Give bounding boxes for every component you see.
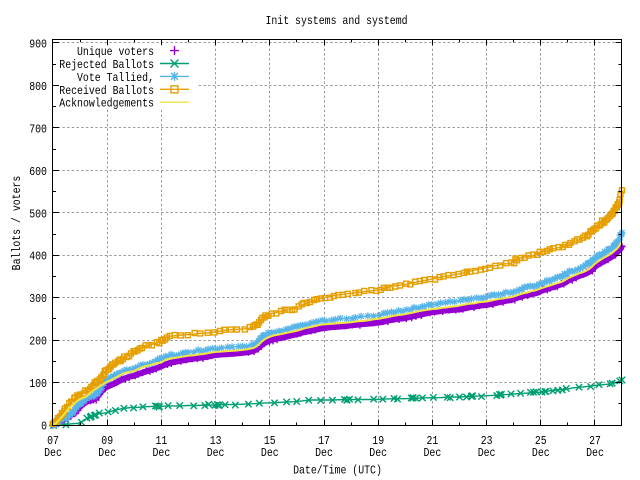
- svg-text:Ballots / voters: Ballots / voters: [10, 176, 24, 271]
- svg-text:Dec: Dec: [478, 446, 496, 460]
- svg-text:15: 15: [264, 434, 276, 448]
- svg-text:400: 400: [29, 250, 47, 264]
- svg-text:600: 600: [29, 165, 47, 179]
- svg-text:Dec: Dec: [153, 446, 171, 460]
- svg-text:100: 100: [29, 377, 47, 391]
- svg-text:13: 13: [210, 434, 222, 448]
- svg-text:Dec: Dec: [424, 446, 442, 460]
- svg-text:Init systems and systemd: Init systems and systemd: [265, 14, 407, 28]
- svg-text:17: 17: [318, 434, 330, 448]
- svg-text:Vote Tallied,: Vote Tallied,: [77, 71, 154, 85]
- svg-text:19: 19: [372, 434, 384, 448]
- svg-text:200: 200: [29, 335, 47, 349]
- svg-text:09: 09: [101, 434, 113, 448]
- svg-text:Received Ballots: Received Ballots: [59, 84, 154, 98]
- svg-text:07: 07: [47, 434, 59, 448]
- svg-text:Date/Time (UTC): Date/Time (UTC): [293, 464, 382, 478]
- svg-text:700: 700: [29, 122, 47, 136]
- svg-text:11: 11: [156, 434, 168, 448]
- svg-text:300: 300: [29, 292, 47, 306]
- svg-text:Dec: Dec: [369, 446, 387, 460]
- svg-text:Unique voters: Unique voters: [77, 45, 154, 59]
- svg-text:500: 500: [29, 207, 47, 221]
- svg-text:Rejected Ballots: Rejected Ballots: [59, 58, 154, 72]
- svg-text:Acknowledgements: Acknowledgements: [59, 97, 154, 111]
- svg-text:25: 25: [535, 434, 547, 448]
- svg-text:Dec: Dec: [261, 446, 279, 460]
- svg-text:Dec: Dec: [532, 446, 550, 460]
- svg-text:Dec: Dec: [98, 446, 116, 460]
- svg-text:Dec: Dec: [315, 446, 333, 460]
- svg-text:21: 21: [427, 434, 439, 448]
- svg-text:27: 27: [589, 434, 601, 448]
- svg-text:23: 23: [481, 434, 493, 448]
- svg-text:Dec: Dec: [586, 446, 604, 460]
- svg-text:Dec: Dec: [44, 446, 62, 460]
- svg-text:0: 0: [41, 420, 47, 434]
- svg-text:Dec: Dec: [207, 446, 225, 460]
- svg-text:800: 800: [29, 80, 47, 94]
- svg-text:900: 900: [29, 38, 47, 52]
